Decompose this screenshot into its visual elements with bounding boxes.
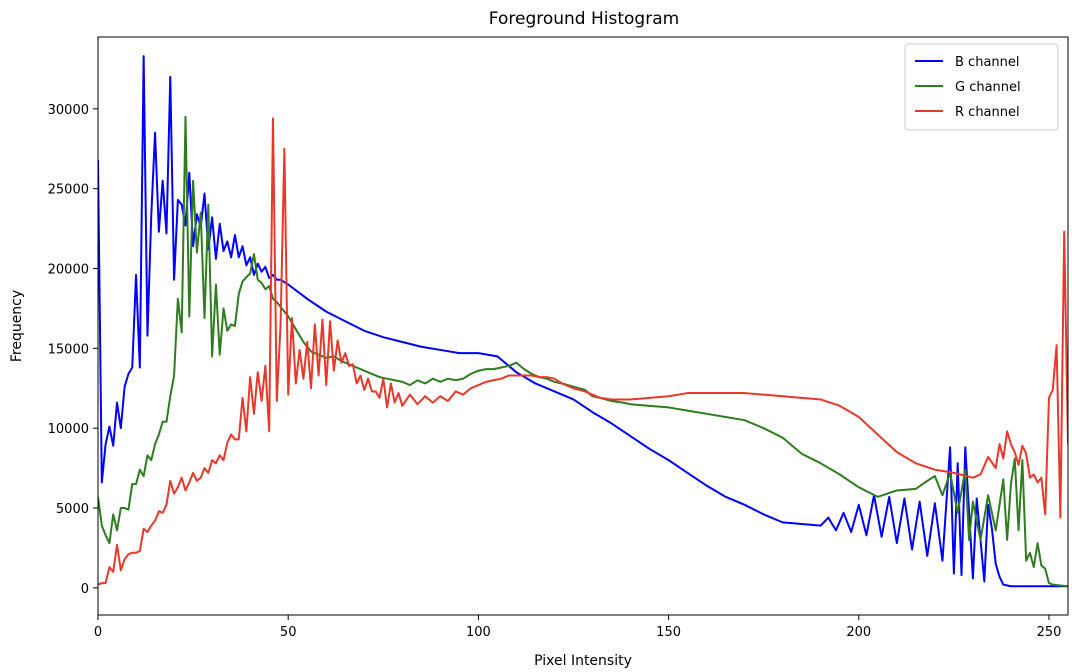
y-tick-label: 20000 [48,263,89,278]
y-tick-label: 10000 [48,422,89,437]
y-tick-label: 30000 [48,103,89,118]
legend-box [904,43,1059,131]
x-axis-label: Pixel Intensity [534,653,632,669]
x-tick-label: 100 [466,625,491,640]
legend-entry: B channel [955,55,1020,70]
chart-title: Foreground Histogram [489,9,679,29]
y-tick-label: 15000 [48,342,89,357]
y-tick-label: 5000 [56,502,89,517]
x-tick-label: 250 [1037,625,1062,640]
y-tick-label: 25000 [48,183,89,198]
legend-entry: G channel [955,80,1021,95]
series-line-r-channel [98,117,1068,586]
x-tick-label: 0 [94,625,102,640]
legend-entry: R channel [955,105,1020,120]
y-axis: 0 5000 10000 15000 20000 25000 30000 [48,103,98,597]
plot-frame [97,36,1069,616]
series-layer [98,55,1068,588]
legend: B channel G channel R channel [904,43,1059,131]
series-line-b-channel [98,55,1068,588]
y-axis-label: Frequency [9,290,25,362]
series-line-g-channel [98,115,1068,588]
x-tick-label: 150 [656,625,681,640]
x-tick-label: 200 [846,625,871,640]
y-tick-label: 0 [81,582,89,597]
x-tick-label: 50 [280,625,297,640]
x-axis: 0 50 100 150 200 250 [94,615,1062,640]
